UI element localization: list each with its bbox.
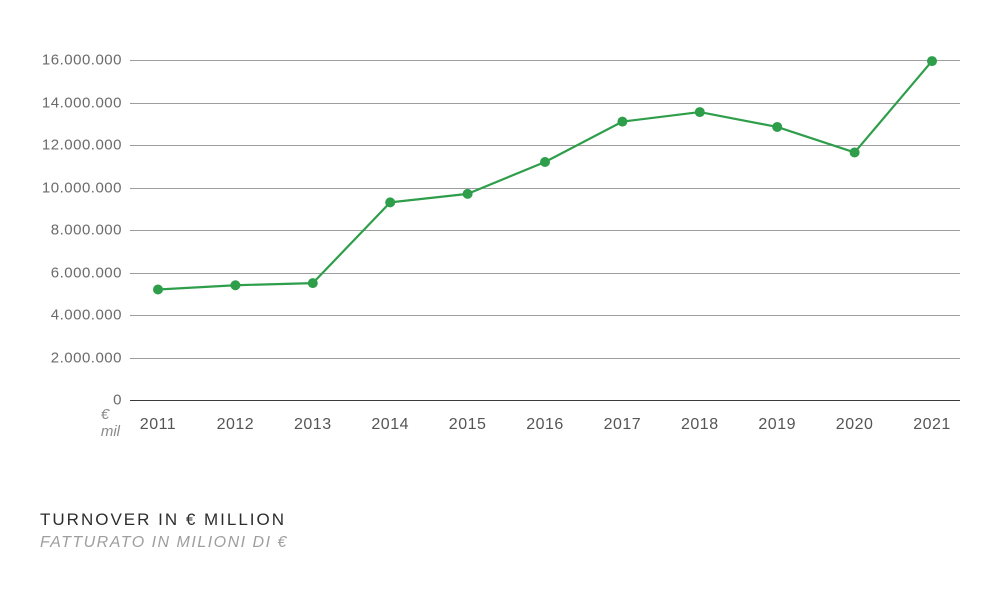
series-marker: [695, 107, 705, 117]
y-tick-label: 6.000.000: [51, 264, 130, 281]
y-tick-label: 4.000.000: [51, 307, 130, 324]
x-tick-label: 2019: [758, 400, 796, 434]
x-tick-label: 2011: [140, 400, 176, 434]
caption-en: TURNOVER IN € MILLION: [40, 510, 288, 530]
y-tick-label: 14.000.000: [42, 94, 130, 111]
series-marker: [153, 285, 163, 295]
line-series: [130, 60, 960, 400]
x-tick-label: 2017: [604, 400, 642, 434]
chart-caption: TURNOVER IN € MILLION FATTURATO IN MILIO…: [40, 510, 288, 552]
series-marker: [617, 117, 627, 127]
x-tick-label: 2016: [526, 400, 564, 434]
y-tick-label: 12.000.000: [42, 137, 130, 154]
x-tick-label: 2015: [449, 400, 487, 434]
x-tick-label: 2020: [836, 400, 874, 434]
x-tick-label: 2012: [217, 400, 255, 434]
turnover-chart: 02.000.0004.000.0006.000.0008.000.00010.…: [0, 0, 1000, 600]
series-marker: [772, 122, 782, 132]
y-tick-label: 8.000.000: [51, 222, 130, 239]
series-marker: [927, 56, 937, 66]
caption-it: FATTURATO IN MILIONI DI €: [40, 534, 288, 552]
x-tick-label: 2018: [681, 400, 719, 434]
y-tick-label: 10.000.000: [42, 179, 130, 196]
series-marker: [850, 147, 860, 157]
x-tick-label: 2021: [913, 400, 951, 434]
x-tick-label: 2013: [294, 400, 332, 434]
y-tick-label: 2.000.000: [51, 349, 130, 366]
series-marker: [540, 157, 550, 167]
series-line: [158, 61, 932, 289]
series-marker: [230, 280, 240, 290]
plot-area: 02.000.0004.000.0006.000.0008.000.00010.…: [130, 60, 960, 400]
series-marker: [385, 197, 395, 207]
y-axis-unit: € mil: [101, 406, 130, 440]
series-marker: [463, 189, 473, 199]
series-marker: [308, 278, 318, 288]
x-tick-label: 2014: [371, 400, 409, 434]
y-tick-label: 16.000.000: [42, 52, 130, 69]
